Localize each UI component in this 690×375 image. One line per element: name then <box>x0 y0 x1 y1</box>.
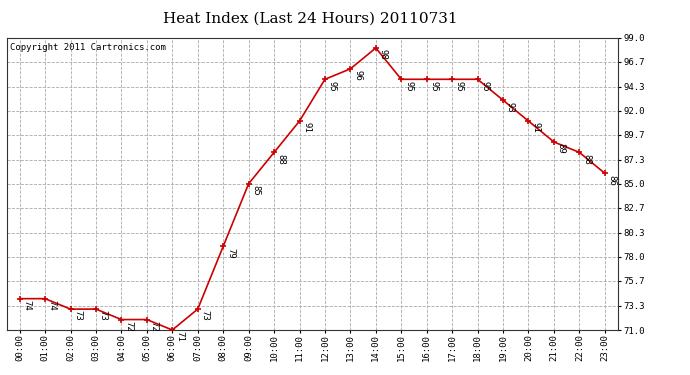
Text: 95: 95 <box>455 81 464 92</box>
Text: 95: 95 <box>480 81 489 92</box>
Text: 73: 73 <box>201 310 210 321</box>
Text: 88: 88 <box>582 154 591 165</box>
Text: 93: 93 <box>506 102 515 112</box>
Text: 95: 95 <box>429 81 439 92</box>
Text: Heat Index (Last 24 Hours) 20110731: Heat Index (Last 24 Hours) 20110731 <box>164 11 457 25</box>
Text: 74: 74 <box>48 300 57 311</box>
Text: 95: 95 <box>404 81 413 92</box>
Text: 89: 89 <box>557 143 566 154</box>
Text: 72: 72 <box>150 321 159 332</box>
Text: 71: 71 <box>175 332 184 342</box>
Text: 79: 79 <box>226 248 235 259</box>
Text: 91: 91 <box>531 123 540 133</box>
Text: Copyright 2011 Cartronics.com: Copyright 2011 Cartronics.com <box>10 44 166 52</box>
Text: 73: 73 <box>99 310 108 321</box>
Text: 98: 98 <box>379 50 388 60</box>
Text: 74: 74 <box>22 300 32 311</box>
Text: 95: 95 <box>328 81 337 92</box>
Text: 73: 73 <box>73 310 82 321</box>
Text: 96: 96 <box>353 70 362 81</box>
Text: 88: 88 <box>277 154 286 165</box>
Text: 85: 85 <box>251 185 260 196</box>
Text: 86: 86 <box>608 175 617 186</box>
Text: 91: 91 <box>302 123 311 133</box>
Text: 72: 72 <box>124 321 133 332</box>
